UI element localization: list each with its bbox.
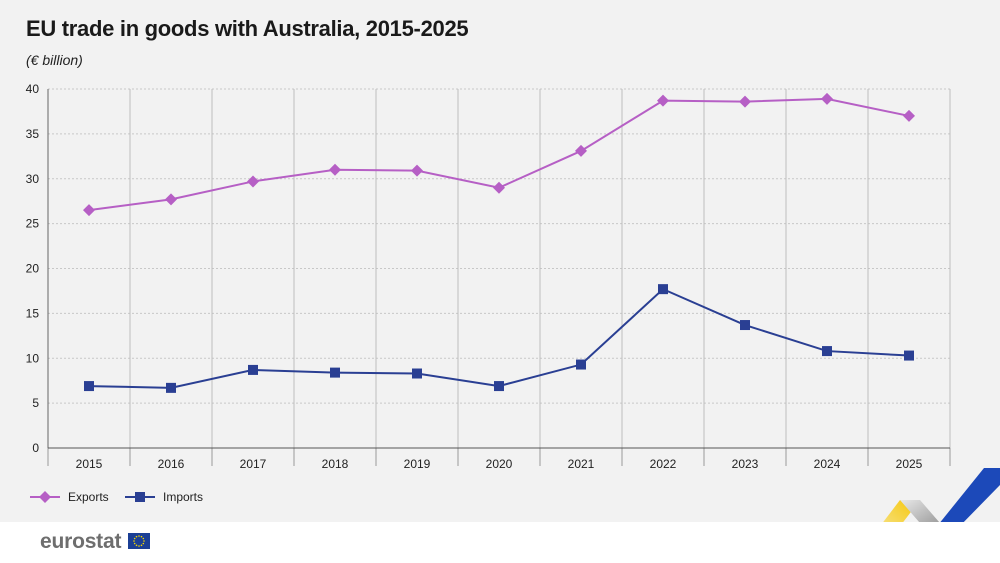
- flag-star: [133, 542, 136, 545]
- series: [83, 92, 915, 393]
- flag-star: [138, 535, 140, 537]
- flag-star: [140, 535, 143, 538]
- imports-point: [822, 346, 832, 357]
- flag-star: [142, 537, 145, 540]
- y-tick-label: 20: [26, 262, 40, 276]
- x-tick-label: 2023: [732, 457, 759, 471]
- grid: [47, 88, 951, 448]
- flag-star: [140, 544, 143, 547]
- imports-point: [166, 382, 176, 393]
- imports-point: [494, 381, 504, 392]
- imports-point: [248, 364, 258, 375]
- y-tick-label: 25: [26, 217, 40, 231]
- chart-title: EU trade in goods with Australia, 2015-2…: [26, 16, 469, 41]
- eu-flag-icon: [128, 533, 150, 549]
- x-tick-label: 2015: [76, 457, 103, 471]
- y-tick-label: 0: [32, 441, 39, 455]
- y-tick-label: 15: [26, 306, 40, 320]
- flag-star: [143, 540, 145, 542]
- imports-point: [412, 368, 422, 379]
- imports-point: [330, 367, 340, 378]
- x-tick-label: 2020: [486, 457, 513, 471]
- x-tick-label: 2024: [814, 457, 841, 471]
- flag-star: [138, 545, 140, 547]
- decor-ribbon-blue: [934, 468, 1000, 530]
- x-tick-label: 2022: [650, 457, 677, 471]
- exports-point: [575, 144, 587, 157]
- x-tick-label: 2017: [240, 457, 267, 471]
- x-tick-label: 2021: [568, 457, 595, 471]
- exports-point: [739, 95, 751, 108]
- legend: Exports Imports: [30, 490, 203, 504]
- y-tick-label: 40: [26, 82, 40, 96]
- exports-point: [411, 164, 423, 177]
- y-tick-label: 5: [32, 396, 39, 410]
- legend-label-exports: Exports: [68, 490, 109, 504]
- eurostat-logo: eurostat: [40, 530, 122, 553]
- imports-point: [740, 320, 750, 331]
- exports-point: [165, 193, 177, 206]
- exports-point: [493, 181, 505, 194]
- imports-point: [576, 359, 586, 370]
- exports-point: [657, 94, 669, 107]
- flag-star: [135, 535, 138, 538]
- imports-point: [84, 381, 94, 392]
- imports-point: [658, 284, 668, 295]
- flag-star: [142, 542, 145, 545]
- flag-star: [135, 544, 138, 547]
- legend-label-imports: Imports: [163, 490, 203, 504]
- legend-marker-imports: [135, 492, 145, 502]
- y-tick-label: 35: [26, 127, 40, 141]
- footer-band: [0, 522, 1000, 563]
- y-tick-label: 10: [26, 351, 40, 365]
- flag-star: [133, 540, 135, 542]
- imports-point: [904, 350, 914, 361]
- y-tick-label: 30: [26, 172, 40, 186]
- legend-marker-exports: [39, 491, 51, 503]
- flag-star: [133, 537, 136, 540]
- x-tick-label: 2025: [896, 457, 923, 471]
- exports-point: [83, 204, 95, 217]
- x-tick-label: 2018: [322, 457, 349, 471]
- exports-point: [821, 92, 833, 105]
- chart-subtitle: (€ billion): [26, 52, 83, 68]
- x-tick-label: 2019: [404, 457, 431, 471]
- exports-point: [329, 163, 341, 176]
- exports-point: [903, 109, 915, 122]
- exports-point: [247, 175, 259, 188]
- x-tick-label: 2016: [158, 457, 185, 471]
